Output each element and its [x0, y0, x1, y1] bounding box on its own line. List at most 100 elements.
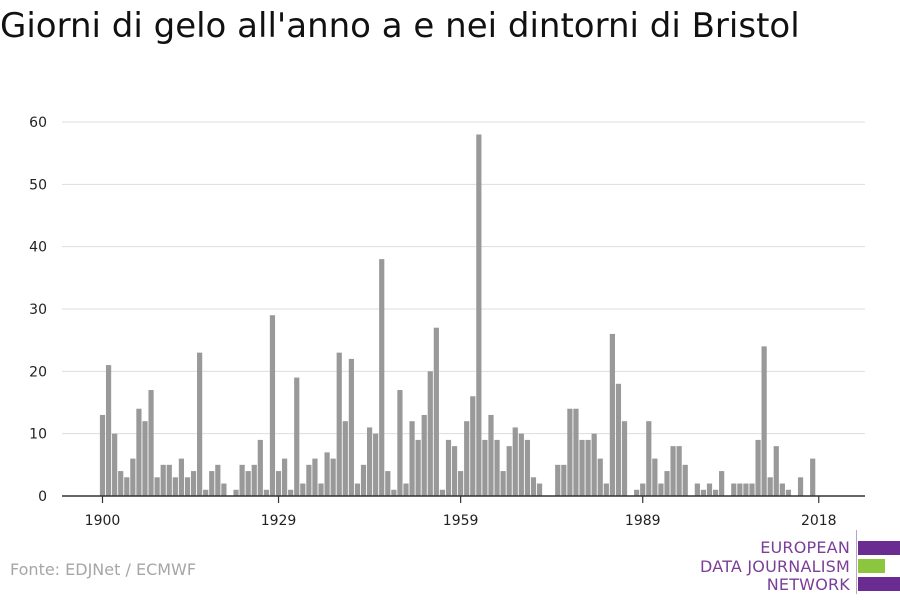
bar-1934: [306, 464, 312, 496]
bar-1979: [579, 439, 585, 496]
bar-1980: [585, 439, 591, 496]
bar-1970: [524, 439, 530, 496]
bar-1955: [433, 327, 439, 496]
bar-1949: [397, 390, 403, 496]
x-tick-label: 1900: [85, 513, 121, 529]
bar-2002: [719, 471, 725, 496]
bar-1996: [682, 464, 688, 496]
bar-1902: [112, 433, 118, 496]
bar-1975: [555, 464, 561, 496]
y-tick-label: 60: [29, 115, 47, 131]
bar-1958: [451, 446, 458, 496]
logo-bar-purple-bottom: [858, 577, 900, 591]
bar-1903: [118, 471, 124, 496]
bar-1991: [652, 458, 658, 496]
bar-1940: [342, 421, 348, 496]
bar-1962: [476, 134, 482, 496]
logo-line-2: DATA JOURNALISM: [700, 557, 850, 576]
bar-1988: [634, 489, 640, 496]
bar-2013: [785, 489, 792, 496]
bar-1994: [670, 446, 676, 496]
bar-1986: [621, 421, 628, 496]
bar-1928: [269, 315, 276, 496]
bar-1935: [312, 458, 318, 496]
bar-1905: [130, 458, 136, 496]
bar-1989: [640, 483, 646, 496]
bar-2004: [731, 483, 737, 496]
bar-1953: [421, 414, 427, 496]
bar-1961: [470, 396, 476, 496]
bar-2000: [706, 483, 713, 496]
x-axis-ticks: 1900 1929 1959 1989 2018: [85, 496, 837, 529]
bar-1901: [105, 365, 112, 496]
bar-1938: [330, 458, 336, 496]
bar-1965: [494, 439, 500, 496]
bar-1976: [561, 464, 567, 496]
bar-1904: [124, 477, 130, 496]
bar-1990: [646, 421, 652, 496]
bar-1946: [379, 259, 385, 496]
bar-1923: [239, 464, 245, 496]
bar-1956: [439, 489, 446, 496]
bar-1930: [282, 458, 288, 496]
logo-line-1: EUROPEAN: [760, 538, 850, 557]
bar-1910: [160, 464, 166, 496]
bar-1966: [500, 471, 506, 496]
bar-2015: [797, 477, 804, 496]
bar-1971: [530, 477, 537, 496]
bar-1944: [366, 427, 373, 496]
x-tick-label: 1929: [261, 513, 297, 529]
bar-1920: [221, 483, 227, 496]
bar-1969: [518, 433, 524, 496]
logo-line-3: NETWORK: [766, 575, 850, 594]
y-tick-label: 0: [38, 489, 47, 505]
bar-1972: [536, 483, 543, 496]
bar-1925: [251, 464, 257, 496]
bar-2017: [810, 458, 816, 496]
bar-1968: [512, 427, 518, 496]
bar-1932: [294, 377, 300, 496]
bar-1924: [245, 471, 251, 496]
bar-2006: [743, 483, 749, 496]
y-tick-label: 50: [29, 177, 47, 193]
source-note: Fonte: EDJNet / ECMWF: [10, 560, 197, 579]
bar-1916: [197, 352, 203, 496]
y-tick-label: 30: [29, 302, 47, 318]
bar-1957: [445, 439, 452, 496]
bar-1927: [263, 489, 269, 496]
bar-2005: [737, 483, 743, 496]
x-tick-label: 1959: [443, 513, 479, 529]
bar-1992: [658, 483, 664, 496]
bar-1931: [288, 489, 294, 496]
bar-2010: [767, 477, 773, 496]
bar-1918: [209, 471, 215, 496]
bar-1982: [597, 458, 603, 496]
bar-1995: [676, 446, 682, 496]
bar-1977: [567, 408, 573, 496]
bar-1999: [700, 489, 707, 496]
bar-1952: [415, 439, 421, 496]
bar-1914: [184, 477, 191, 496]
bar-1939: [336, 352, 342, 496]
bar-1978: [573, 408, 579, 496]
bar-1945: [373, 433, 379, 496]
bar-1906: [136, 408, 142, 496]
bar-1909: [154, 477, 160, 496]
bar-1951: [409, 421, 415, 496]
bar-2012: [779, 483, 785, 496]
bar-1908: [148, 390, 154, 496]
bar-1963: [482, 439, 488, 496]
bar-1960: [464, 421, 470, 496]
bar-1937: [324, 452, 330, 496]
y-axis-labels: 0 10 20 30 40 50 60: [29, 115, 47, 505]
bar-2001: [712, 489, 719, 496]
bar-1981: [591, 433, 597, 496]
bar-1911: [166, 464, 172, 496]
bar-1917: [203, 489, 209, 496]
bar-1907: [142, 421, 148, 496]
bars: [99, 134, 816, 496]
bar-1967: [506, 446, 512, 496]
bar-1998: [694, 483, 700, 496]
bar-1929: [275, 471, 282, 496]
bar-2007: [749, 483, 755, 496]
